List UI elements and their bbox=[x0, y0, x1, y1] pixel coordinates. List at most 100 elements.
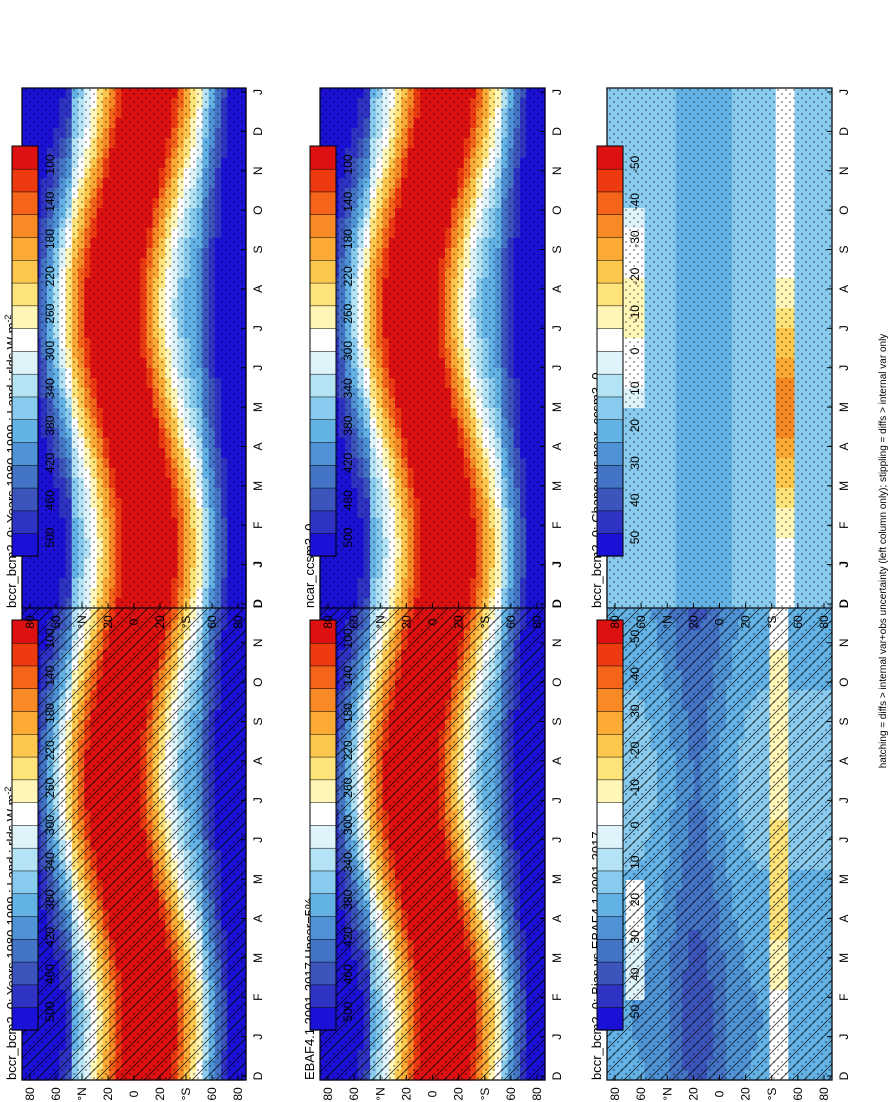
y-tick-label: 20 bbox=[153, 615, 167, 629]
colorbar-swatch bbox=[11, 419, 39, 443]
y-tick-label: 80 bbox=[231, 615, 245, 629]
x-tick-label: J bbox=[251, 325, 265, 331]
colorbar-tick-label: 420 bbox=[43, 927, 57, 947]
colorbar: 500 460 420 380 340 300 260 220 180 140 100 bbox=[11, 619, 57, 1031]
colorbar-tick-label: 100 bbox=[43, 628, 57, 648]
y-tick-label: 0 bbox=[127, 1090, 141, 1097]
colorbar-swatch bbox=[11, 396, 39, 420]
x-tick-label: J bbox=[251, 365, 265, 371]
colorbar-swatch bbox=[11, 305, 39, 329]
colorbar-tick-label: 380 bbox=[43, 889, 57, 909]
colorbar-tick-label: 420 bbox=[43, 453, 57, 473]
y-tick-label: °N bbox=[75, 615, 89, 628]
colorbar-swatch bbox=[11, 464, 39, 489]
y-tick-label: 60 bbox=[49, 1087, 63, 1101]
y-tick-label: 60 bbox=[205, 615, 219, 629]
x-tick-label: S bbox=[251, 246, 265, 254]
colorbar-swatch bbox=[11, 487, 39, 512]
x-tick-label: D bbox=[251, 599, 265, 608]
colorbar-tick-label: 460 bbox=[43, 964, 57, 984]
colorbar-tick-label: 340 bbox=[43, 378, 57, 398]
colorbar-swatch bbox=[11, 441, 39, 466]
colorbar-tick-label: 140 bbox=[43, 665, 57, 685]
y-tick-label: 60 bbox=[49, 615, 63, 629]
x-tick-label: J bbox=[251, 797, 265, 803]
colorbar-tick-label: 220 bbox=[43, 266, 57, 286]
x-tick-label: A bbox=[251, 757, 265, 765]
colorbar-swatch bbox=[11, 847, 39, 872]
y-tick-label: °N bbox=[75, 1087, 89, 1100]
colorbar-swatch bbox=[11, 259, 39, 284]
colorbar-tick-label: 500 bbox=[43, 1001, 57, 1021]
title-superscript: -2 bbox=[3, 315, 13, 323]
colorbar-swatch bbox=[11, 236, 39, 261]
colorbar-tick-label: 340 bbox=[43, 852, 57, 872]
x-tick-label: F bbox=[251, 522, 265, 529]
x-tick-label: M bbox=[251, 874, 265, 884]
colorbar-tick-label: 140 bbox=[43, 191, 57, 211]
x-tick-label: O bbox=[251, 205, 265, 214]
colorbar-tick-label: 300 bbox=[43, 341, 57, 361]
x-tick-label: M bbox=[251, 953, 265, 963]
colorbar-swatch bbox=[11, 168, 39, 193]
colorbar-tick-label: 220 bbox=[43, 740, 57, 760]
x-tick-label: J bbox=[251, 561, 265, 567]
colorbar-swatch bbox=[11, 824, 39, 849]
x-tick-label: A bbox=[251, 914, 265, 922]
hatching-overlay bbox=[22, 560, 246, 1080]
colorbar-tick-label: 460 bbox=[43, 490, 57, 510]
colorbar-tick-label: 260 bbox=[43, 777, 57, 797]
colorbar-swatch bbox=[11, 893, 39, 917]
y-tick-label: 60 bbox=[205, 1087, 219, 1101]
colorbar-tick-label: 180 bbox=[43, 703, 57, 723]
colorbar-swatch bbox=[11, 642, 39, 667]
y-tick-label: °S bbox=[179, 616, 193, 629]
colorbar-swatch bbox=[11, 870, 39, 894]
colorbar-tick-label: 500 bbox=[43, 527, 57, 547]
colorbar-swatch bbox=[11, 1006, 39, 1031]
x-tick-label: F bbox=[251, 994, 265, 1001]
colorbar-swatch bbox=[11, 801, 39, 826]
title-superscript: -2 bbox=[3, 787, 13, 795]
stippling-overlay bbox=[22, 88, 246, 608]
colorbar-tick-label: 180 bbox=[43, 229, 57, 249]
y-tick-label: °S bbox=[179, 1088, 193, 1101]
x-tick-label: S bbox=[251, 718, 265, 726]
colorbar-swatch bbox=[11, 327, 39, 352]
x-tick-label: J bbox=[251, 562, 265, 568]
colorbar-swatch bbox=[11, 214, 39, 238]
colorbar-swatch bbox=[11, 532, 39, 557]
x-tick-label: D bbox=[251, 1071, 265, 1080]
y-tick-label: 0 bbox=[127, 618, 141, 625]
colorbar-swatch bbox=[11, 984, 39, 1008]
x-tick-label: D bbox=[251, 599, 265, 608]
y-tick-label: 80 bbox=[231, 1087, 245, 1101]
colorbar-swatch bbox=[11, 350, 39, 375]
colorbar-tick-label: 300 bbox=[43, 815, 57, 835]
y-tick-label: 20 bbox=[153, 1087, 167, 1101]
x-tick-label: J bbox=[251, 1034, 265, 1040]
colorbar-swatch bbox=[11, 779, 39, 803]
colorbar-swatch bbox=[11, 191, 39, 215]
x-tick-label: O bbox=[251, 677, 265, 686]
colorbar-swatch bbox=[11, 756, 39, 781]
colorbar-swatch bbox=[11, 733, 39, 758]
x-tick-label: J bbox=[251, 837, 265, 843]
x-tick-label: D bbox=[251, 127, 265, 136]
x-tick-label: A bbox=[251, 442, 265, 450]
colorbar-swatch bbox=[11, 710, 39, 735]
colorbar-swatch bbox=[11, 961, 39, 986]
colorbar-swatch bbox=[11, 510, 39, 534]
y-tick-label: 80 bbox=[23, 1087, 37, 1101]
y-tick-label: 80 bbox=[23, 615, 37, 629]
colorbar-tick-label: 380 bbox=[43, 415, 57, 435]
colorbar-swatch bbox=[11, 938, 39, 963]
colorbar-swatch bbox=[11, 373, 39, 398]
colorbar-swatch bbox=[11, 915, 39, 940]
colorbar-swatch bbox=[11, 282, 39, 307]
